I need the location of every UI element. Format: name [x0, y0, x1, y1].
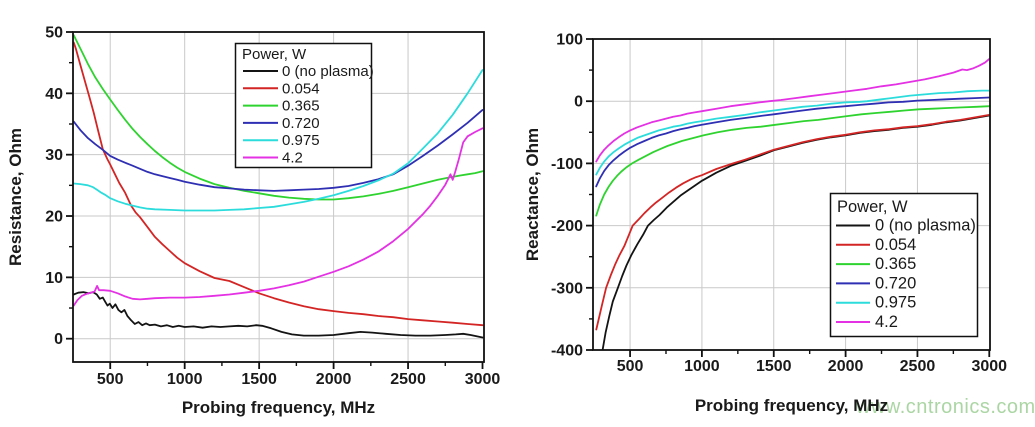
legend-label: 4.2: [282, 150, 303, 167]
y-axis-title: Reactance, Ohm: [523, 128, 542, 261]
series-line-4.2: [595, 58, 990, 163]
y-tick-label: 100: [556, 32, 583, 49]
y-tick-label: 0: [54, 331, 63, 348]
reactance-chart-panel: 500 1000 1500 2000 2500 3000 -400 -300 -200 -100 0…: [515, 0, 1035, 427]
x-tick-label: 1500: [241, 371, 277, 388]
series-line-4.2: [73, 127, 484, 307]
x-axis-title: Probing frequency, MHz: [182, 398, 375, 417]
y-tick-label: 20: [45, 209, 63, 226]
x-tick-label: 500: [617, 358, 644, 375]
x-tick-label: 1000: [684, 358, 720, 375]
legend-label: 0.720: [282, 115, 320, 132]
series-line-0.720: [595, 96, 990, 188]
series-line-0.054: [595, 114, 990, 331]
x-tick-label: 2500: [900, 358, 936, 375]
legend-label: 0.054: [875, 236, 916, 254]
resistance-chart: 500 1000 1500 2000 2500 3000 0 10 20 30 40 50 Probin…: [6, 25, 501, 418]
legend-label: 0.365: [875, 255, 916, 273]
x-tick-label: 1500: [756, 358, 792, 375]
plot-border: [72, 31, 485, 363]
x-tick-label: 1000: [167, 371, 203, 388]
series-line-0.365: [595, 105, 990, 217]
legend-label: 4.2: [875, 313, 898, 331]
series-line-0.975: [73, 69, 484, 212]
resistance-chart-panel: 500 1000 1500 2000 2500 3000 0 10 20 30 40 50 Probin…: [0, 0, 515, 427]
x-axis-title: Probing frequency, MHz: [695, 396, 888, 415]
y-tick-label: 40: [45, 86, 63, 103]
y-tick-label: 30: [45, 147, 63, 164]
x-tick-label: 2500: [390, 371, 426, 388]
series-line-0-no-plasma-: [73, 291, 484, 339]
x-tick-label: 3000: [465, 371, 501, 388]
watermark: www.cntronics.com: [856, 396, 1035, 418]
y-tick-label: 0: [574, 94, 583, 111]
legend-label: 0.975: [875, 294, 916, 312]
legend-label: 0.720: [875, 274, 916, 292]
x-tick-label: 2000: [828, 358, 864, 375]
y-tick-label: 50: [45, 25, 63, 42]
series-line-0.975: [595, 89, 990, 176]
y-tick-label: -100: [551, 156, 583, 173]
reactance-chart: 500 1000 1500 2000 2500 3000-400-300-200-1000…: [523, 32, 1007, 416]
legend-box: [234, 42, 373, 169]
x-tick-label: 3000: [971, 358, 1007, 375]
legend-title: Power, W: [242, 46, 307, 63]
x-tick-label: 2000: [316, 371, 352, 388]
series-line-0.054: [73, 41, 484, 327]
y-tick-label: -300: [551, 280, 583, 297]
legend-title: Power, W: [837, 198, 908, 216]
legend-label: 0.365: [282, 98, 320, 115]
legend-label: 0.054: [282, 80, 320, 97]
legend-label: 0 (no plasma): [875, 217, 976, 235]
y-tick-label: 10: [45, 270, 63, 287]
y-tick-label: -200: [551, 218, 583, 235]
x-tick-label: 500: [97, 371, 124, 388]
legend-label: 0.975: [282, 132, 320, 149]
legend-label: 0 (no plasma): [282, 63, 374, 80]
y-tick-label: -400: [551, 343, 583, 360]
y-axis-title: Resistance, Ohm: [6, 128, 25, 266]
